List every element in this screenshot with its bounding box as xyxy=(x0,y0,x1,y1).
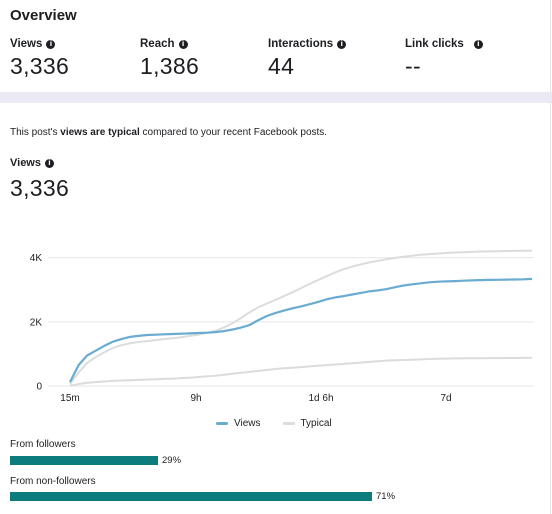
x-tick-label: 9h xyxy=(190,393,201,404)
x-tick-label: 7d xyxy=(440,393,451,404)
x-tick-label: 1d 6h xyxy=(308,393,333,404)
info-icon[interactable]: i xyxy=(178,39,188,49)
legend-label-typical: Typical xyxy=(300,418,332,429)
info-icon[interactable]: i xyxy=(473,39,483,49)
metric-views-label: Views xyxy=(10,38,43,50)
performance-summary: This post's views are typical compared t… xyxy=(10,127,327,138)
non-followers-bar-fill xyxy=(10,492,372,501)
info-icon[interactable]: i xyxy=(337,39,347,49)
followers-percent: 29% xyxy=(162,455,182,466)
chart-series xyxy=(69,249,533,387)
summary-prefix: This post's xyxy=(10,127,61,138)
non-followers-bar xyxy=(10,492,520,501)
chart-legend: Views Typical xyxy=(216,418,332,429)
metric-interactions-label: Interactions xyxy=(268,38,334,50)
info-icon[interactable]: i xyxy=(46,39,56,49)
y-tick-label: 2K xyxy=(30,317,43,328)
overview-card: Overview Views i 3,336 Reach i 1,386 Int… xyxy=(0,0,551,92)
views-section-value: 3,336 xyxy=(10,175,70,201)
views-card xyxy=(0,103,551,514)
y-axis-ticks: 4K 2K 0 xyxy=(30,253,43,392)
metric-views: Views i 3,336 xyxy=(10,38,69,80)
metric-link-clicks-label: Link clicks xyxy=(405,38,464,50)
followers-bar xyxy=(10,456,520,465)
typical-lower-line xyxy=(69,356,533,387)
metric-reach-value: 1,386 xyxy=(140,53,200,79)
y-tick-label: 4K xyxy=(30,253,43,264)
legend-label-views: Views xyxy=(234,418,261,429)
metric-views-value: 3,336 xyxy=(10,53,70,79)
y-tick-label: 0 xyxy=(36,382,42,393)
x-axis-ticks: 15m 9h 1d 6h 7d xyxy=(60,393,451,404)
metric-interactions: Interactions i 44 xyxy=(268,38,347,80)
x-tick-label: 15m xyxy=(60,393,79,404)
legend-swatch-views xyxy=(216,422,228,425)
summary-highlight: views are typical xyxy=(60,127,140,138)
metric-link-clicks: Link clicks i -- xyxy=(405,38,483,80)
views-line-chart: 4K 2K 0 15m 9h 1d 6h 7d xyxy=(30,249,534,404)
chart-grid xyxy=(48,257,534,387)
info-icon[interactable]: i xyxy=(45,158,54,168)
metric-reach-label: Reach xyxy=(140,38,175,50)
views-section-label: Views i xyxy=(10,157,54,169)
legend-item-typical[interactable]: Typical xyxy=(282,418,332,429)
followers-bar-fill xyxy=(10,456,158,465)
legend-item-views[interactable]: Views xyxy=(216,418,261,429)
summary-suffix: compared to your recent Facebook posts. xyxy=(139,127,328,138)
followers-label: From followers xyxy=(10,439,76,450)
typical-upper-line xyxy=(69,249,533,385)
metric-reach: Reach i 1,386 xyxy=(140,38,199,80)
legend-swatch-typical xyxy=(282,422,295,425)
non-followers-percent: 71% xyxy=(376,491,396,502)
metric-interactions-value: 44 xyxy=(268,53,295,79)
overview-title: Overview xyxy=(10,7,77,24)
non-followers-label: From non-followers xyxy=(10,476,96,487)
section-divider xyxy=(0,92,552,103)
views-label: Views xyxy=(10,157,41,169)
metric-link-clicks-value: -- xyxy=(405,53,421,79)
views-line xyxy=(69,277,533,383)
